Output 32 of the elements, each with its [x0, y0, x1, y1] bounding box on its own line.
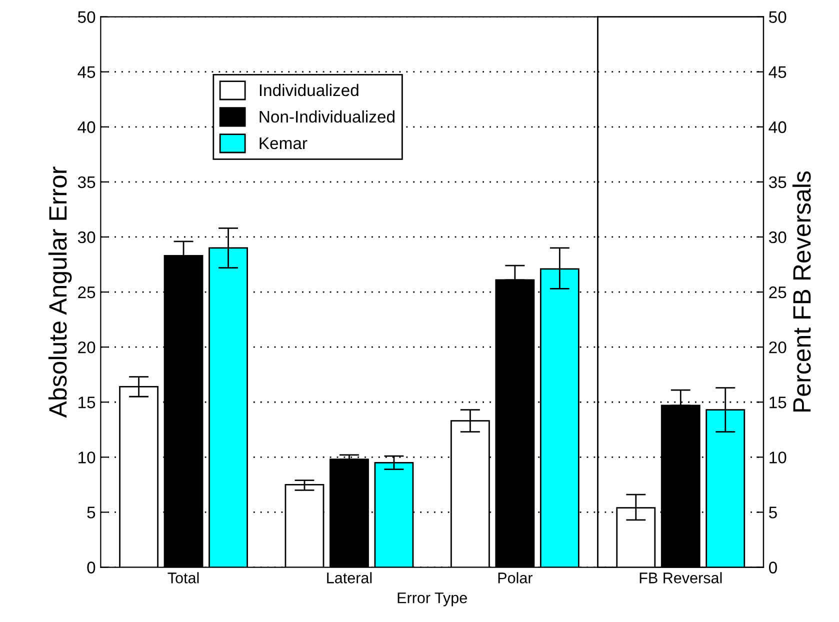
y2-tick-label: 0 — [769, 562, 777, 574]
y-tick-label: 10 — [78, 452, 96, 464]
y-tick-label: 0 — [87, 562, 96, 574]
y2-tick-label: 5 — [769, 506, 777, 518]
y2-tick-label: 50 — [769, 11, 786, 23]
y-axis-title: Absolute Angular Error — [48, 166, 72, 418]
x-tick-label: FB Reversal — [640, 572, 722, 584]
x-tick-label: Total — [168, 572, 199, 584]
y2-tick-label: 40 — [768, 121, 786, 134]
legend-label: Kemar — [260, 138, 308, 150]
y-tick-label: 25 — [78, 286, 96, 298]
y2-tick-label: 45 — [768, 66, 786, 78]
y-tick-label: 5 — [87, 506, 96, 518]
legend-label: Non-Individualized — [260, 110, 394, 123]
y2-tick-label: 35 — [768, 176, 786, 188]
y-tick-label: 50 — [78, 11, 96, 23]
y-tick-label: 15 — [78, 396, 96, 408]
y2-tick-label: 20 — [769, 341, 786, 354]
y2-tick-label: 30 — [768, 231, 786, 244]
y-tick-label: 40 — [78, 121, 96, 134]
legend-label: Individualized — [260, 84, 358, 96]
y2-tick-label: 10 — [770, 452, 786, 464]
y2-tick-label: 15 — [770, 396, 786, 408]
x-axis-title: Error Type — [398, 592, 467, 606]
y2-tick-label: 25 — [769, 286, 786, 298]
y-tick-label: 20 — [78, 341, 96, 354]
y-tick-label: 45 — [78, 66, 96, 78]
x-tick-label: Lateral — [327, 572, 372, 584]
y2-axis-title: Percent FB Reversals — [792, 171, 811, 412]
y-tick-label: 35 — [78, 176, 96, 188]
y-tick-label: 30 — [78, 231, 96, 244]
x-tick-label: Polar — [498, 572, 533, 584]
